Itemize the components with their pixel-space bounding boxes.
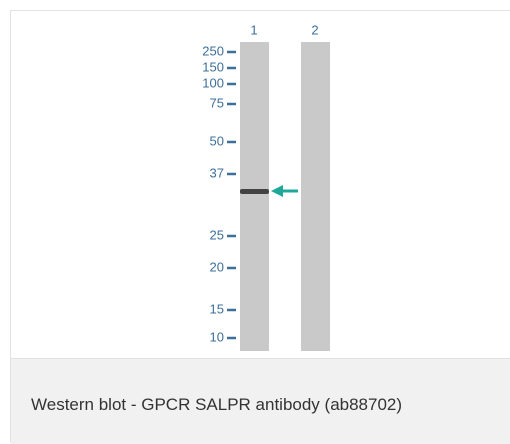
marker-label: 25 [210,227,224,242]
marker-label: 50 [210,133,224,148]
lane-label: 1 [250,22,257,37]
arrow-head [271,185,283,197]
lane [301,42,330,351]
marker-label: 75 [210,95,224,110]
lane-label: 2 [311,22,318,37]
caption: Western blot - GPCR SALPR antibody (ab88… [31,395,402,415]
marker-label: 37 [210,165,224,180]
page: Western blot - GPCR SALPR antibody (ab88… [0,0,510,443]
marker-label: 10 [210,329,224,344]
band [240,189,269,194]
marker-label: 100 [202,75,224,90]
marker-label: 20 [210,259,224,274]
marker-label: 150 [202,59,224,74]
marker-label: 250 [202,43,224,58]
caption-panel: Western blot - GPCR SALPR antibody (ab88… [11,358,510,444]
lane [240,42,269,351]
marker-label: 15 [210,301,224,316]
